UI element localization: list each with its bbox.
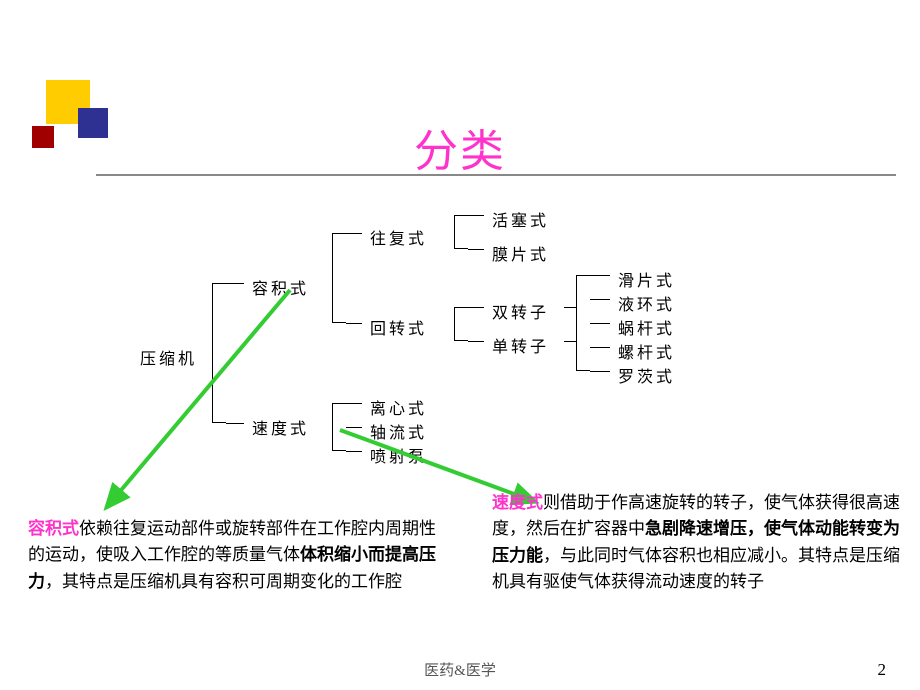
node-screw: 螺杆式 [618, 339, 675, 363]
para-lead-speed: 速度式 [492, 493, 543, 512]
tree-bracket [576, 275, 590, 371]
tree-bracket [590, 371, 610, 372]
tree-bracket [564, 341, 576, 342]
para-text: ，与此同时气体容积也相应减小。其特点是压缩机具有驱使气体获得流动速度的转子 [492, 546, 900, 591]
tree-bracket [346, 427, 362, 428]
para-text: ，其特点是压缩机具有容积可周期变化的工作腔 [45, 572, 402, 591]
tree-bracket [454, 215, 468, 249]
tree-bracket [212, 283, 226, 423]
tree-bracket [590, 347, 610, 348]
node-scroll: 蜗杆式 [618, 315, 675, 339]
node-liquid: 液环式 [618, 291, 675, 315]
paragraph-speed: 速度式则借助于作高速旋转的转子，使气体获得很高速度，然后在扩容器中急剧降速增压，… [492, 490, 902, 595]
tree-bracket [468, 249, 484, 250]
node-root: 压缩机 [140, 345, 197, 369]
footer-text: 医药&医学 [0, 659, 920, 680]
node-speed: 速度式 [252, 415, 309, 439]
tree-bracket [226, 283, 244, 284]
tree-bracket [346, 403, 362, 404]
tree-bracket [346, 451, 362, 452]
node-diaph: 膜片式 [492, 241, 549, 265]
node-slide: 滑片式 [618, 267, 675, 291]
tree-bracket [590, 299, 610, 300]
tree-bracket [454, 307, 468, 341]
node-jet: 喷射泵 [370, 443, 427, 467]
tree-bracket [346, 233, 362, 234]
node-axial: 轴流式 [370, 419, 427, 443]
tree-bracket [590, 323, 610, 324]
tree-bracket [226, 423, 244, 424]
node-recip: 往复式 [370, 225, 427, 249]
node-piston: 活塞式 [492, 207, 549, 231]
classification-tree: 压缩机 容积式 速度式 往复式 回转式 活塞式 膜片式 双转子 单转子 离心式 … [140, 195, 780, 465]
node-roots: 罗茨式 [618, 363, 675, 387]
title-underline [96, 174, 896, 176]
node-cent: 离心式 [370, 395, 427, 419]
node-twin: 双转子 [492, 299, 549, 323]
node-rotary: 回转式 [370, 315, 427, 339]
node-single: 单转子 [492, 333, 549, 357]
tree-bracket [332, 233, 346, 323]
para-lead-volume: 容积式 [28, 519, 79, 538]
tree-bracket [468, 215, 484, 216]
tree-bracket [346, 323, 362, 324]
tree-bracket [468, 341, 484, 342]
page-title: 分类 [0, 115, 920, 179]
page-number: 2 [878, 660, 887, 680]
node-volume: 容积式 [252, 275, 309, 299]
tree-bracket [468, 307, 484, 308]
paragraph-volume: 容积式依赖往复运动部件或旋转部件在工作腔内周期性的运动，使吸入工作腔的等质量气体… [28, 516, 448, 595]
tree-bracket [590, 275, 610, 276]
tree-bracket [564, 307, 576, 308]
tree-bracket [332, 403, 346, 451]
